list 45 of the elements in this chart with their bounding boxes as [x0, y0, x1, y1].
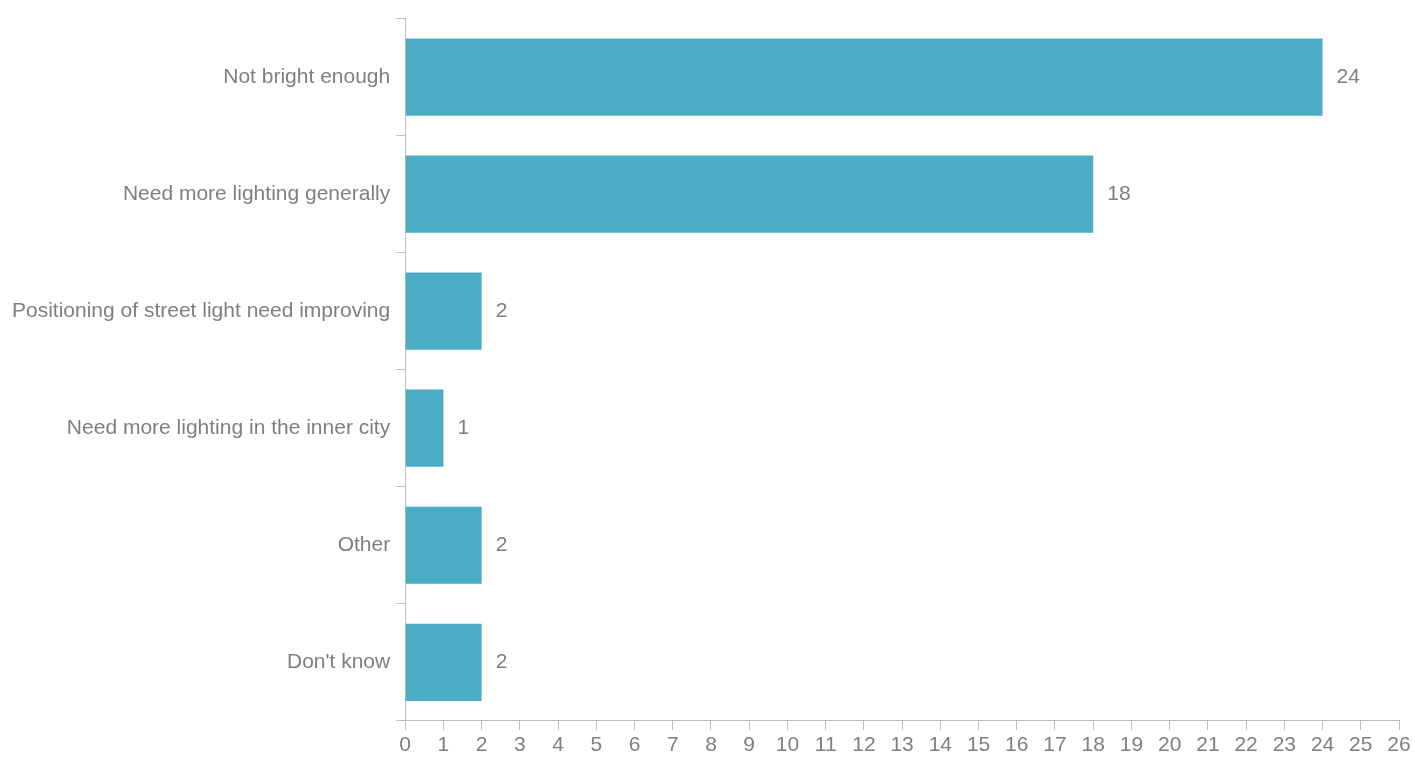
x-tick-label: 22 — [1234, 732, 1258, 756]
x-tick-label: 9 — [743, 732, 756, 756]
x-tick-label: 24 — [1310, 732, 1335, 756]
bar — [405, 623, 482, 701]
y-tick-label: Positioning of street light need improving — [12, 297, 391, 321]
x-tick-label: 23 — [1272, 732, 1297, 756]
x-tick-label: 25 — [1349, 732, 1373, 756]
bar — [405, 389, 444, 467]
x-tick-label: 14 — [928, 732, 953, 756]
x-tick-label: 18 — [1081, 732, 1105, 756]
x-tick-label: 8 — [705, 732, 717, 756]
x-tick-label: 3 — [514, 732, 526, 756]
bar — [405, 506, 482, 584]
data-label: 1 — [457, 415, 470, 439]
x-tick-label: 15 — [966, 732, 991, 756]
x-tick-label: 10 — [775, 732, 800, 756]
x-tick-label: 7 — [666, 732, 679, 756]
x-tick-label: 2 — [475, 732, 488, 756]
x-tick-label: 26 — [1387, 732, 1411, 756]
x-tick-label: 19 — [1119, 732, 1144, 756]
x-tick-label: 6 — [628, 732, 641, 756]
x-tick-label: 21 — [1196, 732, 1220, 756]
x-tick-label: 5 — [590, 732, 603, 756]
x-tick-label: 1 — [437, 732, 450, 756]
x-tick-label: 16 — [1005, 732, 1029, 756]
bar — [405, 272, 482, 350]
data-label: 2 — [495, 649, 508, 673]
data-label: 2 — [495, 297, 508, 321]
x-tick-label: 4 — [552, 732, 565, 756]
bar — [405, 38, 1323, 116]
y-tick-label: Don't know — [286, 649, 392, 673]
x-tick-label: 12 — [852, 732, 876, 756]
y-tick-label: Not bright enough — [223, 63, 391, 87]
x-tick-label: 17 — [1043, 732, 1067, 756]
data-label: 2 — [495, 532, 508, 556]
x-tick-label: 13 — [890, 732, 914, 756]
y-tick-label: Need more lighting in the inner city — [66, 415, 391, 439]
x-tick-label: 0 — [399, 732, 412, 756]
data-label: 24 — [1336, 63, 1361, 87]
y-tick-label: Need more lighting generally — [122, 180, 391, 204]
x-tick-label: 20 — [1157, 732, 1182, 756]
bar — [405, 155, 1094, 233]
y-tick-label: Other — [337, 532, 391, 556]
x-tick-label: 11 — [814, 732, 837, 756]
data-label: 18 — [1107, 180, 1131, 204]
